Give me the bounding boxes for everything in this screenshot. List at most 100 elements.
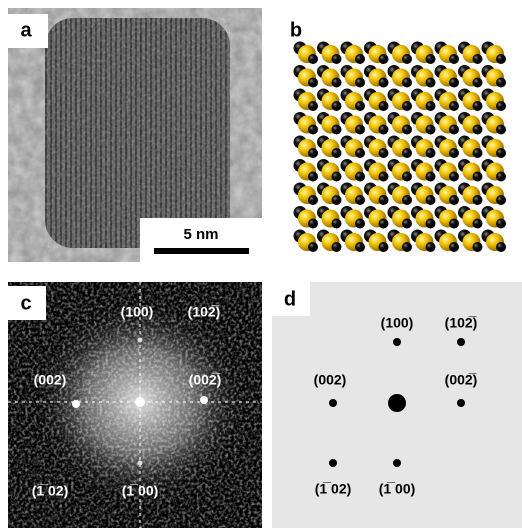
figure: a 5 nm b c (100) (102̅) (002) (002̅) (1̅…	[0, 0, 522, 528]
atom-dark	[473, 242, 483, 252]
atom-dark	[355, 172, 365, 182]
panel-a: a 5 nm	[8, 8, 262, 262]
atom-dark	[355, 125, 365, 135]
fft-spot	[138, 338, 143, 343]
central-spot	[388, 394, 406, 412]
atom-dark	[402, 125, 412, 135]
atom-dark	[473, 101, 483, 111]
atom-dark	[379, 125, 389, 135]
atom-dark	[496, 195, 506, 205]
atom-dark	[308, 148, 318, 158]
fft-spot	[138, 461, 143, 466]
atom-dark	[496, 172, 506, 182]
atom-dark	[496, 78, 506, 88]
atom-dark	[332, 148, 342, 158]
atom-dark	[355, 195, 365, 205]
spot-label: (002̅)	[445, 372, 478, 388]
atom-dark	[402, 242, 412, 252]
atom-dark	[308, 54, 318, 64]
atom-dark	[496, 54, 506, 64]
atom-dark	[355, 54, 365, 64]
scale-bar-label: 5 nm	[183, 226, 218, 243]
atom-dark	[473, 54, 483, 64]
atom-dark	[473, 195, 483, 205]
diffraction-spot	[457, 399, 465, 407]
atom-dark	[496, 219, 506, 229]
atom-dark	[308, 125, 318, 135]
atom-dark	[308, 195, 318, 205]
atom-dark	[402, 148, 412, 158]
spot-label: (002̅)	[189, 372, 222, 388]
atom-dark	[308, 101, 318, 111]
panel-c: c (100) (102̅) (002) (002̅) (1̅ 02) (1̅ …	[8, 282, 262, 528]
atom-dark	[496, 125, 506, 135]
atom-dark	[449, 195, 459, 205]
atom-dark	[379, 148, 389, 158]
diffraction-spot	[329, 399, 337, 407]
atom-dark	[449, 242, 459, 252]
atom-dark	[473, 78, 483, 88]
atom-dark	[426, 54, 436, 64]
atom-dark	[355, 101, 365, 111]
spot-label: (002)	[34, 372, 67, 388]
fft-spot	[72, 400, 80, 408]
panel-label: d	[284, 288, 296, 310]
atom-dark	[426, 219, 436, 229]
atom-dark	[402, 219, 412, 229]
atom-dark	[308, 242, 318, 252]
atom-dark	[332, 219, 342, 229]
atom-dark	[449, 219, 459, 229]
nanocrystal-noise	[45, 18, 230, 248]
atom-dark	[426, 172, 436, 182]
atom-dark	[496, 148, 506, 158]
atom-dark	[473, 172, 483, 182]
atom-dark	[308, 78, 318, 88]
atom-dark	[426, 148, 436, 158]
atom-dark	[379, 172, 389, 182]
atom-dark	[426, 195, 436, 205]
atom-dark	[449, 78, 459, 88]
panel-b: b	[290, 19, 506, 252]
atom-dark	[496, 101, 506, 111]
atom-dark	[332, 172, 342, 182]
atom-dark	[449, 101, 459, 111]
spot-label: (1̅ 02)	[315, 481, 352, 497]
spot-label: (100)	[381, 315, 414, 331]
atom-dark	[473, 219, 483, 229]
spot-label: (002)	[314, 372, 347, 388]
atom-dark	[379, 195, 389, 205]
atom-dark	[308, 219, 318, 229]
atom-dark	[449, 148, 459, 158]
atom-dark	[496, 242, 506, 252]
atom-dark	[426, 78, 436, 88]
atom-dark	[449, 172, 459, 182]
atom-dark	[426, 101, 436, 111]
atom-dark	[402, 54, 412, 64]
atom-dark	[332, 54, 342, 64]
atom-dark	[332, 195, 342, 205]
atom-dark	[402, 172, 412, 182]
atom-dark	[473, 125, 483, 135]
atom-dark	[355, 219, 365, 229]
spot-label: (102̅)	[445, 315, 478, 331]
atom-dark	[449, 125, 459, 135]
atom-dark	[426, 242, 436, 252]
panel-label: b	[290, 19, 302, 41]
spot-label: (102̅)	[188, 304, 221, 320]
diffraction-spot	[393, 338, 401, 346]
atom-dark	[332, 101, 342, 111]
atom-dark	[355, 242, 365, 252]
atom-dark	[473, 148, 483, 158]
atom-dark	[402, 101, 412, 111]
atom-dark	[402, 195, 412, 205]
spot-label: (100)	[121, 304, 154, 320]
atom-dark	[332, 78, 342, 88]
panel-label: a	[20, 19, 32, 41]
fft-spot	[135, 397, 145, 407]
diffraction-spot	[457, 338, 465, 346]
fft-spot	[200, 396, 208, 404]
panel-label: c	[20, 292, 31, 314]
diffraction-spot	[329, 459, 337, 467]
panel-d: d (100) (102̅) (002) (002̅) (1̅ 02) (1̅ …	[272, 282, 522, 528]
atom-dark	[355, 78, 365, 88]
